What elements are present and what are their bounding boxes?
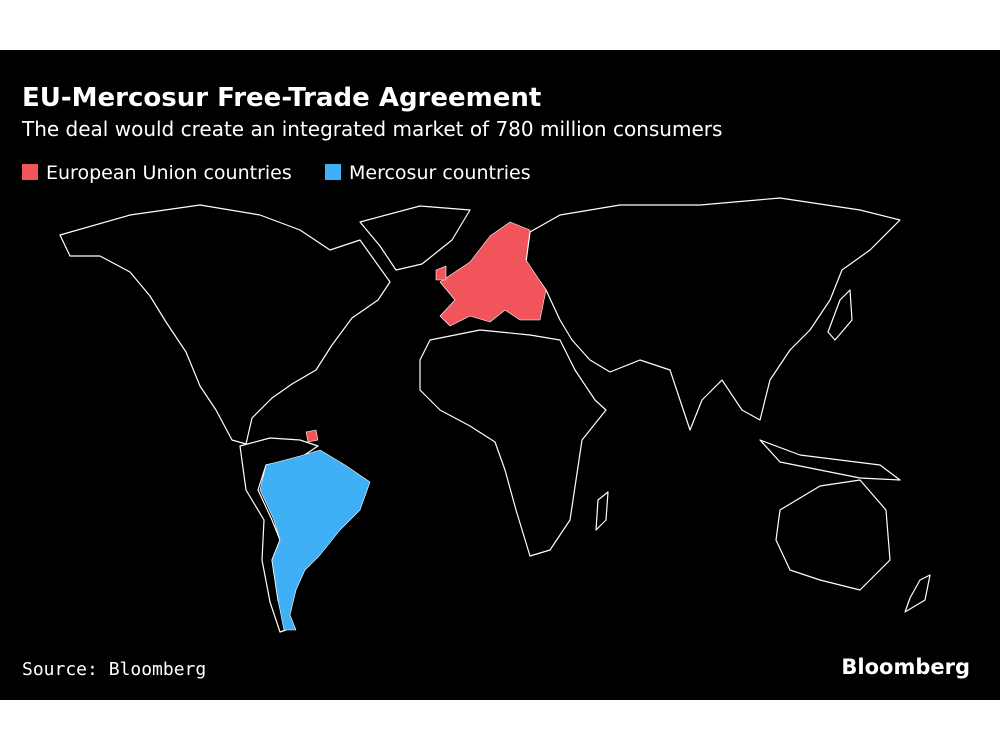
eu-region: [435, 265, 447, 281]
eu-region: [305, 429, 319, 443]
new-zealand: [904, 574, 931, 613]
africa: [419, 329, 607, 557]
north-america: [59, 204, 391, 445]
japan: [827, 289, 853, 341]
subtitle: The deal would create an integrated mark…: [21, 117, 722, 141]
title: EU-Mercosur Free-Trade Agreement: [22, 83, 541, 113]
australia: [775, 479, 891, 591]
legend-label: Mercosur countries: [349, 162, 531, 184]
legend-label: European Union countries: [46, 162, 292, 184]
logo: Bloomberg: [841, 655, 970, 679]
indonesia: [759, 439, 901, 481]
asia: [525, 197, 901, 431]
eu-region: [439, 221, 547, 327]
legend-swatch: [22, 164, 38, 180]
greenland: [359, 205, 471, 271]
madagascar: [595, 491, 609, 531]
world-map: [59, 197, 931, 633]
legend-swatch: [325, 164, 341, 180]
mercosur-region: [259, 449, 371, 631]
source: Source: Bloomberg: [22, 659, 206, 680]
